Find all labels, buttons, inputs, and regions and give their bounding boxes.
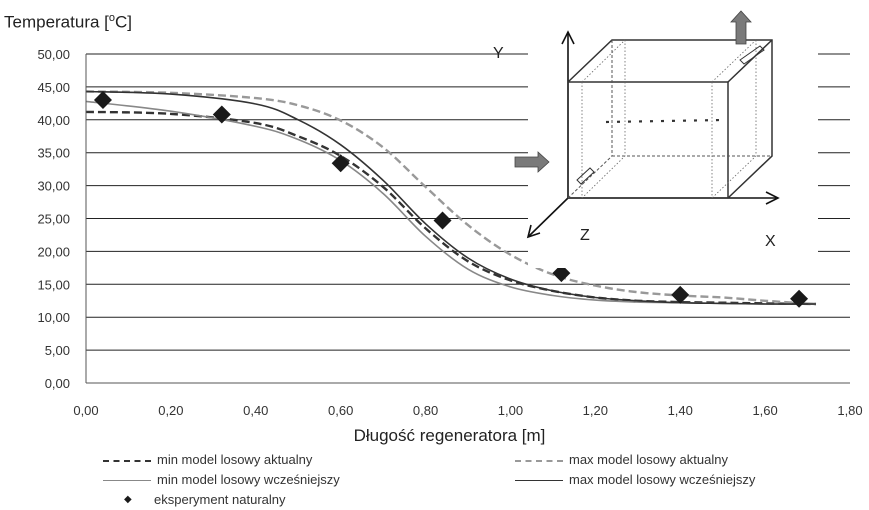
y-tick-label: 20,00 xyxy=(37,244,70,259)
inset-z-label: Z xyxy=(580,227,590,244)
experiment-point xyxy=(790,289,809,308)
box-hidden-edge xyxy=(567,155,613,199)
outlet-partition xyxy=(711,40,757,199)
experiment-point xyxy=(331,154,350,173)
inset-x-label: X xyxy=(765,233,776,250)
x-tick-label: 1,20 xyxy=(583,403,608,418)
legend-item-min-aktualny: min model losowy aktualny xyxy=(103,452,312,467)
legend-item-min-wczesniejszy: min model losowy wcześniejszy xyxy=(103,472,340,487)
x-tick-label: 0,20 xyxy=(158,403,183,418)
y-tick-label: 10,00 xyxy=(37,310,70,325)
y-tick-label: 40,00 xyxy=(37,113,70,128)
experiment-point xyxy=(93,91,112,110)
legend-label: eksperyment naturalny xyxy=(154,492,286,507)
y-axis-title-superscript: o xyxy=(108,12,116,24)
series-lines xyxy=(85,90,817,306)
inlet-partition xyxy=(581,39,626,83)
legend-label: max model losowy wcześniejszy xyxy=(569,472,756,487)
series-line-3 xyxy=(85,90,817,305)
z-axis-arrow xyxy=(527,197,569,238)
legend-swatch xyxy=(103,460,151,462)
regenerator-box-diagram: Y Z X xyxy=(493,10,818,268)
legend-swatch xyxy=(515,460,563,462)
x-axis-arrowhead xyxy=(765,191,780,205)
legend-item-eksperyment: ◆ eksperyment naturalny xyxy=(124,492,286,507)
experiment-point xyxy=(671,285,690,304)
inset-y-label: Y xyxy=(493,45,504,62)
x-tick-labels: 0,00 0,20 0,40 0,60 0,80 1,00 1,20 1,40 1,60 1,80 xyxy=(73,403,862,418)
y-tick-labels: 0,00 5,00 10,00 15,00 20,00 25,00 30,00 35,00 40… xyxy=(37,47,70,391)
legend-item-max-aktualny: max model losowy aktualny xyxy=(515,452,728,467)
y-tick-label: 5,00 xyxy=(45,343,70,358)
legend-swatch xyxy=(515,480,563,481)
diamond-icon: ◆ xyxy=(124,494,132,505)
experiment-point xyxy=(212,105,231,124)
experiment-markers xyxy=(93,91,809,308)
box-top-edge xyxy=(727,39,773,83)
x-axis-title: Długość regeneratora [m] xyxy=(353,426,546,445)
x-tick-label: 1,60 xyxy=(752,403,777,418)
legend-label: max model losowy aktualny xyxy=(569,452,728,467)
series-line-1 xyxy=(85,90,817,306)
x-tick-label: 1,40 xyxy=(668,403,693,418)
y-tick-label: 15,00 xyxy=(37,277,70,292)
legend-swatch xyxy=(103,480,151,481)
y-tick-label: 25,00 xyxy=(37,212,70,227)
legend-label: min model losowy wcześniejszy xyxy=(157,472,340,487)
box-front-face xyxy=(567,81,729,199)
x-tick-label: 1,00 xyxy=(498,403,523,418)
legend-label: min model losowy aktualny xyxy=(157,452,313,467)
x-tick-label: 0,60 xyxy=(328,403,353,418)
y-axis-title-text: Temperatura [ xyxy=(4,12,109,32)
experiment-point xyxy=(552,264,571,283)
y-tick-label: 30,00 xyxy=(37,179,70,194)
outflow-arrow-icon xyxy=(730,10,752,45)
experiment-point xyxy=(433,211,452,230)
y-tick-label: 50,00 xyxy=(37,47,70,62)
outlet-slot xyxy=(739,45,765,65)
inlet-slot xyxy=(576,167,595,185)
x-tick-label: 0,80 xyxy=(413,403,438,418)
inflow-arrow-icon xyxy=(514,151,550,173)
y-axis-title-unit: C] xyxy=(115,12,133,32)
x-tick-label: 0,00 xyxy=(73,403,98,418)
inset-background xyxy=(528,38,818,268)
legend-item-max-wczesniejszy: max model losowy wcześniejszy xyxy=(515,472,755,487)
y-axis-arrowhead xyxy=(561,30,575,45)
y-tick-label: 45,00 xyxy=(37,80,70,95)
inlet-partition xyxy=(581,40,626,199)
y-axis-title: Temperatura [oC] xyxy=(4,12,132,33)
x-tick-label: 0,40 xyxy=(243,403,268,418)
y-tick-label: 35,00 xyxy=(37,146,70,161)
z-axis-arrowhead xyxy=(526,224,541,239)
y-tick-label: 0,00 xyxy=(45,376,70,391)
x-tick-label: 1,80 xyxy=(837,403,862,418)
